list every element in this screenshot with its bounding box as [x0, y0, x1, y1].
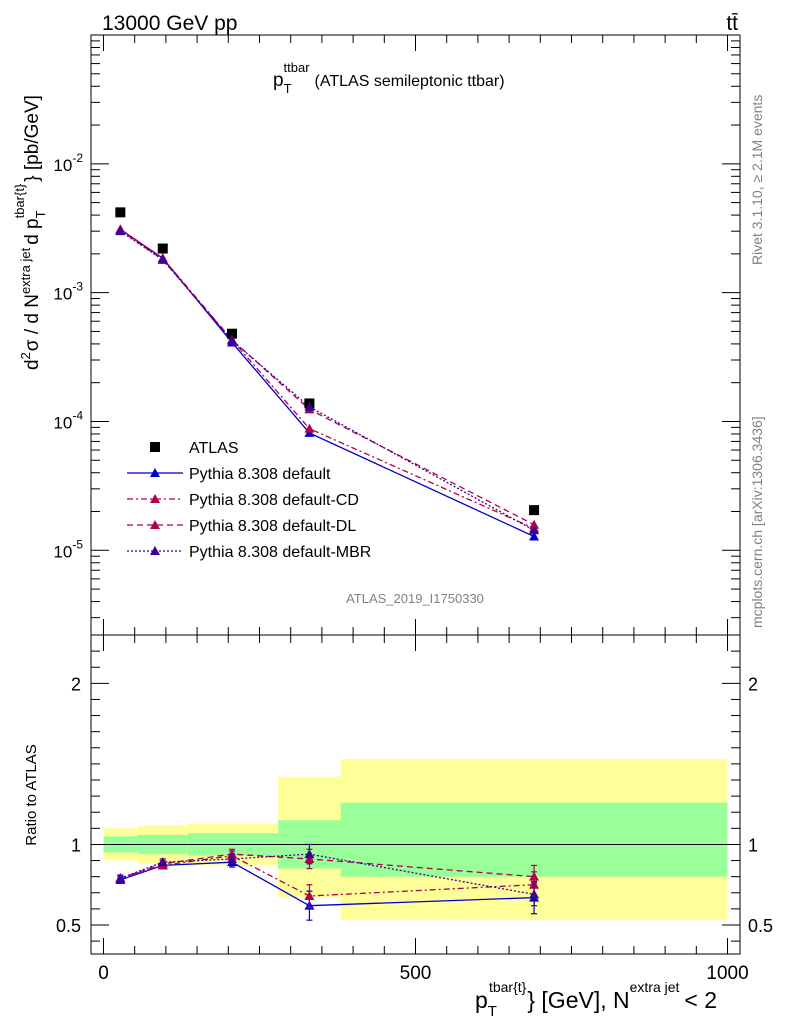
marker-mbr	[529, 525, 540, 535]
legend-entry-default: Pythia 8.308 default	[189, 466, 331, 483]
main-y-tick-label: 10-5	[53, 537, 83, 561]
ratio-marker-mbr	[529, 889, 540, 899]
legend-entry-cd: Pythia 8.308 default-CD	[189, 492, 359, 509]
main-y-tick-label: 10-4	[53, 408, 83, 432]
ratio-marker-mbr	[304, 849, 315, 859]
main-series-lines	[119, 228, 535, 538]
rivet-label: Rivet 3.1.10, ≥ 2.1M events	[749, 95, 765, 265]
ratio-marker-dl	[529, 871, 540, 881]
main-y-tick-label: 10-3	[53, 280, 83, 304]
ratio-marker-cd	[304, 891, 315, 900]
mcplots-label: mcplots.cern.ch [arXiv:1306.3436]	[749, 416, 765, 628]
title-main: p	[273, 70, 284, 91]
ratio-y-tick-label-right: 1	[748, 835, 758, 855]
ratio-y-tick-label-right: 2	[748, 674, 758, 694]
data-point	[227, 328, 238, 339]
data-point	[115, 207, 126, 218]
x-tick-label: 0	[98, 963, 109, 984]
legend-marker-data	[150, 442, 160, 452]
ratio-y-tick-label-left: 2	[71, 674, 81, 694]
ratio-panel: 0.5 0.5 1 1 2 2 0 500 1000 Ratio to ATLAS pTtbar…	[23, 634, 773, 1020]
legend: ATLAS Pythia 8.308 default Pythia 8.308 de…	[127, 440, 371, 561]
ratio-marker-mbr	[157, 857, 168, 867]
title-rest: (ATLAS semileptonic ttbar)	[315, 73, 505, 90]
main-y-tick-label: 10-2	[53, 151, 83, 175]
marker-default	[529, 531, 540, 541]
main-line-mbr	[119, 230, 535, 531]
data-point	[157, 243, 168, 254]
ratio-y-axis-label: Ratio to ATLAS	[23, 744, 40, 845]
ratio-ticks	[91, 635, 740, 954]
main-markers	[115, 207, 540, 541]
title-sup: ttbar	[284, 60, 311, 75]
marker-mbr	[115, 226, 126, 236]
legend-marker-default	[150, 468, 160, 477]
legend-entry-data: ATLAS	[189, 440, 239, 457]
marker-mbr	[157, 254, 168, 264]
legend-entry-dl: Pythia 8.308 default-DL	[189, 518, 356, 535]
ratio-bands	[103, 759, 728, 921]
ratio-y-tick-label-right: 0.5	[748, 916, 773, 936]
legend-marker-cd	[150, 494, 160, 503]
x-tick-label: 1000	[706, 963, 748, 984]
ratio-marker-mbr	[227, 853, 238, 863]
main-line-cd	[119, 228, 535, 529]
legend-entry-mbr: Pythia 8.308 default-MBR	[189, 544, 371, 561]
title-sub: T	[284, 81, 292, 96]
ratio-markers	[115, 843, 540, 921]
plot-title: pTttbar (ATLAS semileptonic ttbar)	[273, 60, 505, 96]
ratio-tick-labels: 0.5 0.5 1 1 2 2 0 500 1000	[56, 674, 773, 984]
x-axis-label: pTtbar{t}} [GeV], Nextra jet < 2	[475, 979, 717, 1020]
ratio-y-tick-label-left: 0.5	[56, 916, 81, 936]
main-line-default	[119, 228, 535, 538]
ratio-marker-mbr	[115, 873, 126, 883]
marker-mbr	[227, 335, 238, 345]
process-label: tt̄	[726, 12, 738, 35]
main-ticks	[91, 34, 740, 635]
legend-marker-mbr	[150, 546, 160, 555]
legend-marker-dl	[150, 520, 160, 529]
band-green	[340, 802, 728, 877]
x-tick-label: 500	[400, 963, 432, 984]
main-panel: 10-2 10-3 10-4 10-5 pTttbar (ATLAS semilepto…	[12, 34, 741, 636]
ratio-y-tick-label-left: 1	[71, 835, 81, 855]
marker-mbr	[304, 401, 315, 411]
marker-dl	[529, 519, 540, 529]
main-y-tick-labels: 10-2 10-3 10-4 10-5	[53, 151, 83, 561]
data-point	[529, 505, 540, 516]
main-y-axis-label: d2σ / d Nextra jetd pTtbar{t}} [pb/GeV]	[12, 95, 48, 370]
energy-label: 13000 GeV pp	[102, 12, 237, 35]
marker-cd	[304, 423, 315, 433]
ratio-line-mbr	[120, 853, 535, 896]
analysis-watermark: ATLAS_2019_I1750330	[346, 591, 484, 606]
